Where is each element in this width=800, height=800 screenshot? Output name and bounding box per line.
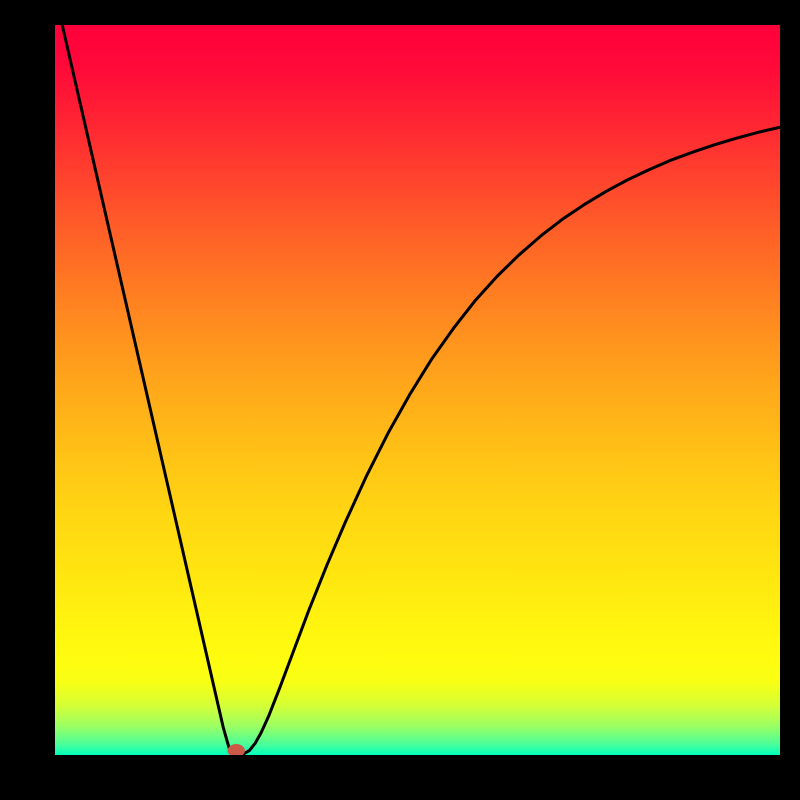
frame-border-right (780, 0, 800, 800)
frame-border-left (0, 0, 55, 800)
chart-frame: TheBottlenecker.com (0, 0, 800, 800)
frame-border-bottom (0, 755, 800, 800)
frame-border-top (0, 0, 800, 25)
plot-area: TheBottlenecker.com (55, 25, 780, 755)
chart-background (55, 25, 780, 755)
bottleneck-chart (55, 25, 780, 755)
